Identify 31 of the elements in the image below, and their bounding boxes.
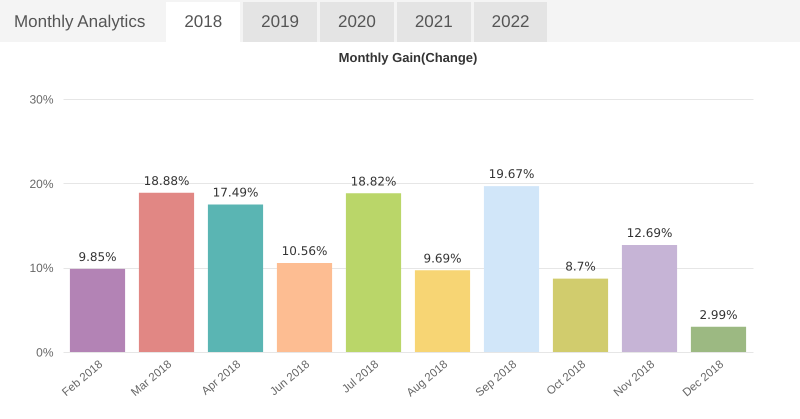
data-label: 19.67% [488,167,534,182]
y-tick-label: 10% [29,261,54,276]
text: 2018 [166,2,240,42]
bar [276,262,332,352]
bar [414,270,470,352]
data-label: 2.99% [699,308,738,322]
data-label: 9.85% [78,250,117,264]
chart-title: Monthly Gain(Change) [338,50,478,65]
y-tick-label: 30% [29,92,54,106]
y-tick-label: 0% [36,346,54,360]
data-label: 8.7% [565,260,596,274]
data-label: 12.69% [626,226,672,240]
data-label: 18.88% [144,174,190,188]
bar [484,186,540,352]
bar [70,268,126,352]
y-tick-label: 20% [29,176,54,191]
text: 2019 [243,2,317,42]
bar [208,204,264,352]
bar [622,244,678,352]
bar [690,326,746,352]
data-label: 10.56% [282,244,328,258]
text: 2022 [474,2,548,42]
bar [138,192,194,352]
bar [552,278,608,352]
text: Monthly Analytics [0,2,164,42]
text: 2021 [396,2,471,42]
text: 2020 [320,2,394,42]
bar [346,193,402,352]
data-label: 9.69% [423,251,462,266]
data-label: 18.82% [350,174,396,188]
data-label: 17.49% [212,186,258,200]
